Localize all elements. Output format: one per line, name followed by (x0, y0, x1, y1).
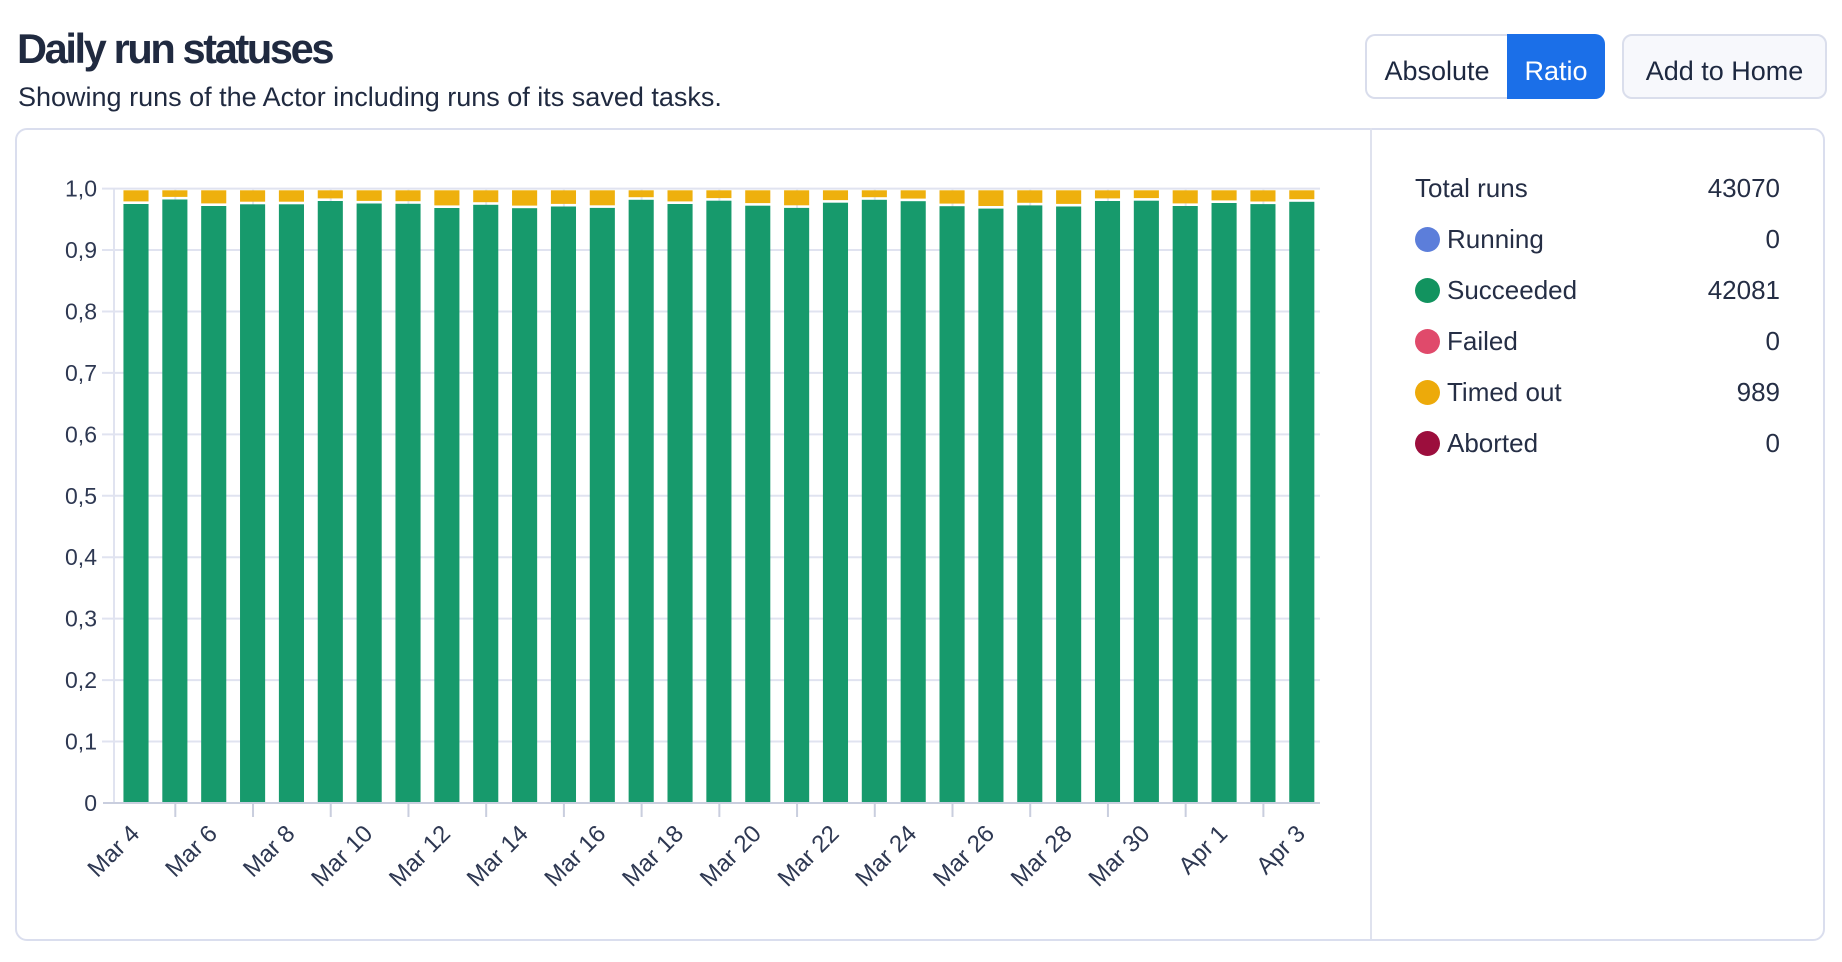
svg-text:Mar 20: Mar 20 (695, 820, 767, 892)
svg-text:Mar 16: Mar 16 (539, 820, 611, 892)
svg-text:0,6: 0,6 (65, 421, 97, 447)
svg-text:0,3: 0,3 (65, 606, 97, 632)
svg-text:Apr 1: Apr 1 (1173, 820, 1233, 880)
svg-text:Mar 4: Mar 4 (83, 820, 145, 882)
svg-text:Mar 8: Mar 8 (238, 820, 300, 882)
svg-text:0,8: 0,8 (65, 298, 97, 324)
svg-text:Mar 26: Mar 26 (928, 820, 1000, 892)
svg-text:0,7: 0,7 (65, 360, 97, 386)
svg-text:Mar 10: Mar 10 (306, 820, 378, 892)
svg-text:Mar 18: Mar 18 (617, 820, 689, 892)
svg-text:Apr 3: Apr 3 (1251, 820, 1311, 880)
svg-text:Mar 22: Mar 22 (773, 820, 845, 892)
svg-text:0,1: 0,1 (65, 729, 97, 755)
svg-text:Mar 14: Mar 14 (462, 820, 534, 892)
svg-text:Mar 6: Mar 6 (160, 820, 222, 882)
svg-text:0,9: 0,9 (65, 237, 97, 263)
svg-text:1,0: 1,0 (65, 176, 97, 202)
svg-text:0,2: 0,2 (65, 667, 97, 693)
svg-text:Mar 24: Mar 24 (850, 820, 922, 892)
svg-text:Mar 28: Mar 28 (1006, 820, 1078, 892)
svg-text:0,4: 0,4 (65, 544, 97, 570)
svg-text:0,5: 0,5 (65, 483, 97, 509)
svg-text:Mar 30: Mar 30 (1083, 820, 1155, 892)
svg-text:0: 0 (84, 790, 97, 816)
svg-text:Mar 12: Mar 12 (384, 820, 456, 892)
